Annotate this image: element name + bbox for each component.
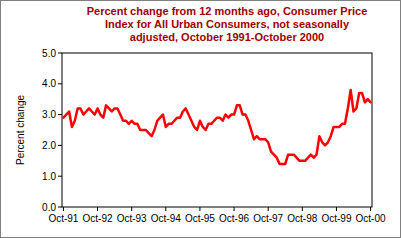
y-tick-label: 2.0 — [42, 140, 56, 151]
x-tick-label: Oct-97 — [253, 213, 283, 224]
background — [1, 1, 401, 238]
y-tick-label: 1.0 — [42, 171, 56, 182]
x-tick-label: Oct-00 — [356, 213, 386, 224]
title-line: adjusted, October 1991-October 2000 — [130, 31, 324, 43]
x-tick — [97, 207, 98, 211]
x-tick-label: Oct-99 — [321, 213, 351, 224]
y-tick — [58, 114, 62, 115]
y-tick-label: 4.0 — [42, 78, 56, 89]
x-tick-label: Oct-94 — [151, 213, 181, 224]
x-tick-label: Oct-95 — [185, 213, 215, 224]
y-tick — [58, 176, 62, 177]
x-tick — [370, 207, 371, 211]
x-tick-label: Oct-96 — [219, 213, 249, 224]
x-tick — [199, 207, 200, 211]
x-tick — [63, 207, 64, 211]
chart: Percent change from 12 months ago, Consu… — [0, 0, 401, 238]
cpi-line — [63, 90, 370, 164]
title: Percent change from 12 months ago, Consu… — [87, 5, 368, 43]
x-tick — [268, 207, 269, 211]
y-tick — [58, 53, 62, 54]
y-tick-label: 5.0 — [42, 48, 56, 59]
x-tick-label: Oct-93 — [117, 213, 147, 224]
y-tick — [58, 207, 62, 208]
y-tick — [58, 145, 62, 146]
y-axis-label: Percent change — [15, 95, 26, 165]
x-tick-label: Oct-91 — [48, 213, 78, 224]
y-tick-label: 3.0 — [42, 109, 56, 120]
series-group — [63, 90, 370, 164]
x-tick — [336, 207, 337, 211]
x-tick — [234, 207, 235, 211]
y-tick-label: 0.0 — [42, 202, 56, 213]
x-tick — [165, 207, 166, 211]
title-line: Index for All Urban Consumers, not seaso… — [105, 18, 350, 30]
plot-area — [62, 53, 372, 207]
x-tick-label: Oct-98 — [287, 213, 317, 224]
x-tick — [131, 207, 132, 211]
y-tick — [58, 83, 62, 84]
title-line: Percent change from 12 months ago, Consu… — [87, 5, 368, 17]
x-tick — [302, 207, 303, 211]
x-tick-label: Oct-92 — [83, 213, 113, 224]
